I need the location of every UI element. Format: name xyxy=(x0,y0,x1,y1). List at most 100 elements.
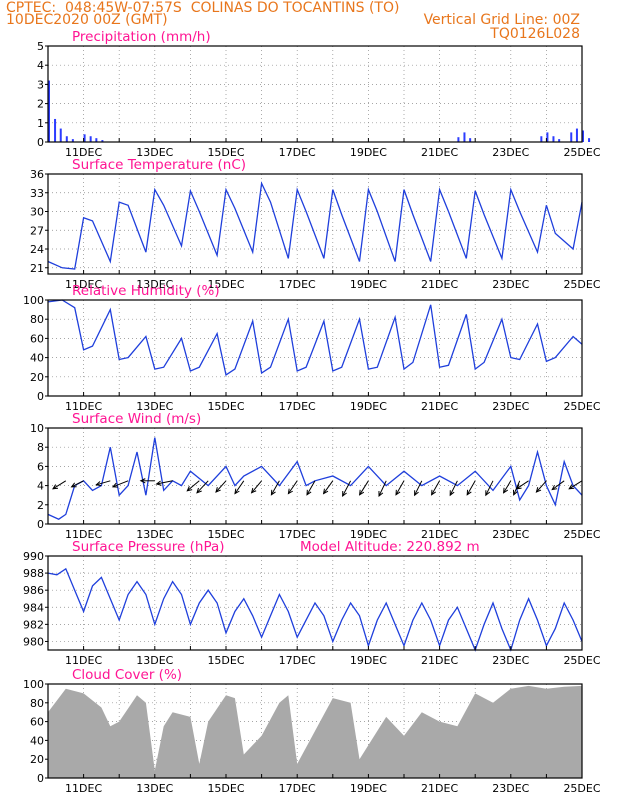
cloud-cover-area xyxy=(48,685,582,778)
precip-bar xyxy=(558,139,561,142)
wind-vector-head xyxy=(431,489,437,496)
wind-vector-head xyxy=(551,484,558,491)
wind-xtick-label: 11DEC xyxy=(65,528,102,541)
wind-vector-head xyxy=(378,490,384,498)
pressure-xtick-label: 25DEC xyxy=(563,654,600,667)
wind-vector xyxy=(378,480,387,497)
cloud-xtick-label: 21DEC xyxy=(421,782,458,795)
precip-xtick-label: 19DEC xyxy=(350,146,387,159)
pressure-subtitle: Model Altitude: 220.892 m xyxy=(300,539,480,555)
wind-vector xyxy=(306,480,316,496)
precip-xtick-label: 23DEC xyxy=(492,146,529,159)
temp-title: Surface Temperature (nC) xyxy=(72,157,246,173)
precip-title: Precipitation (mm/h) xyxy=(72,29,211,45)
humidity-xtick-label: 23DEC xyxy=(492,400,529,413)
wind-vector-head xyxy=(503,487,509,494)
humidity-xtick-label: 15DEC xyxy=(207,400,244,413)
wind-vector-head xyxy=(196,487,202,494)
precip-bar xyxy=(89,136,92,142)
wind-vector xyxy=(536,480,547,493)
humidity-xtick-label: 19DEC xyxy=(350,400,387,413)
precip-bar xyxy=(95,138,98,142)
wind-vector xyxy=(287,480,298,494)
precip-xtick-label: 25DEC xyxy=(563,146,600,159)
wind-ytick-label: 0 xyxy=(37,518,44,531)
humidity-title: Relative Humidity (%) xyxy=(72,283,220,299)
temp-ytick-label: 33 xyxy=(30,187,44,200)
wind-vector xyxy=(516,480,529,490)
temp-ytick-label: 36 xyxy=(30,168,44,181)
temp-xtick-label: 19DEC xyxy=(350,278,387,291)
wind-vector xyxy=(270,480,280,496)
pressure-ytick-label: 986 xyxy=(23,584,44,597)
cloud-xtick-label: 19DEC xyxy=(350,782,387,795)
cloud-ytick-label: 100 xyxy=(23,678,44,691)
model-id-label: TQ0126L028 xyxy=(490,26,580,42)
wind-xtick-label: 15DEC xyxy=(207,528,244,541)
humidity-xtick-label: 11DEC xyxy=(65,400,102,413)
wind-vector xyxy=(215,480,227,493)
wind-vector-head xyxy=(414,490,419,497)
precip-xtick-label: 13DEC xyxy=(136,146,173,159)
temp-xtick-label: 21DEC xyxy=(421,278,458,291)
wind-vector-head xyxy=(186,486,193,492)
precip-bar xyxy=(59,128,62,142)
wind-series-line xyxy=(47,437,583,520)
wind-vector-head xyxy=(70,482,77,488)
precip-bar xyxy=(582,130,584,142)
wind-vector xyxy=(449,480,458,496)
humidity-frame xyxy=(47,299,583,397)
wind-vector-head xyxy=(95,481,102,487)
humidity-ytick-label: 60 xyxy=(30,332,44,345)
temp-ytick-label: 27 xyxy=(30,224,44,237)
wind-ytick-label: 4 xyxy=(37,480,44,493)
precip-xtick-label: 21DEC xyxy=(421,146,458,159)
grid-line-note: Vertical Grid Line: 00Z xyxy=(423,12,580,28)
wind-vector-head xyxy=(342,490,347,498)
precip-ytick-label: 2 xyxy=(37,98,44,111)
cloud-ytick-label: 40 xyxy=(30,734,44,747)
wind-ytick-label: 10 xyxy=(30,422,44,435)
wind-vector xyxy=(503,480,512,494)
precip-bar xyxy=(101,140,104,142)
precip-xtick-label: 11DEC xyxy=(65,146,102,159)
precip-bar xyxy=(463,132,466,142)
precip-bar xyxy=(575,128,578,142)
wind-vector-head xyxy=(155,480,162,486)
temp-xtick-label: 25DEC xyxy=(563,278,600,291)
wind-vector-head xyxy=(111,482,118,488)
pressure-xtick-label: 23DEC xyxy=(492,654,529,667)
precip-bar xyxy=(71,139,74,142)
pressure-ytick-label: 980 xyxy=(23,635,44,648)
humidity-ytick-label: 0 xyxy=(37,390,44,403)
pressure-xtick-label: 11DEC xyxy=(65,654,102,667)
cloud-ytick-label: 60 xyxy=(30,716,44,729)
temp-frame xyxy=(47,173,583,275)
pressure-xtick-label: 19DEC xyxy=(350,654,387,667)
wind-vector-head xyxy=(568,484,575,490)
pressure-title: Surface Pressure (hPa) xyxy=(72,539,225,555)
pressure-xtick-label: 17DEC xyxy=(279,654,316,667)
wind-vector xyxy=(196,480,209,494)
pressure-ytick-label: 990 xyxy=(23,550,44,563)
precip-bar xyxy=(546,132,549,142)
temp-ytick-label: 24 xyxy=(30,243,44,256)
temp-xtick-label: 11DEC xyxy=(65,278,102,291)
pressure-series-line xyxy=(47,567,583,652)
wind-vector-head xyxy=(449,490,455,497)
wind-vector xyxy=(112,480,129,488)
pressure-ytick-label: 982 xyxy=(23,618,44,631)
station-label: CPTEC: 048:45W-07:57S COLINAS DO TOCANTI… xyxy=(6,0,400,16)
precip-xtick-label: 15DEC xyxy=(207,146,244,159)
wind-vector-head xyxy=(515,484,522,490)
wind-vector-head xyxy=(270,489,276,496)
wind-vector xyxy=(52,480,67,490)
temp-ytick-label: 21 xyxy=(30,262,44,275)
cloud-ytick-label: 0 xyxy=(37,772,44,785)
wind-vector-head xyxy=(322,488,329,495)
wind-ytick-label: 8 xyxy=(37,441,44,454)
wind-vector-head xyxy=(466,489,472,496)
humidity-xtick-label: 21DEC xyxy=(421,400,458,413)
precip-bar xyxy=(54,118,57,142)
cloud-xtick-label: 25DEC xyxy=(563,782,600,795)
